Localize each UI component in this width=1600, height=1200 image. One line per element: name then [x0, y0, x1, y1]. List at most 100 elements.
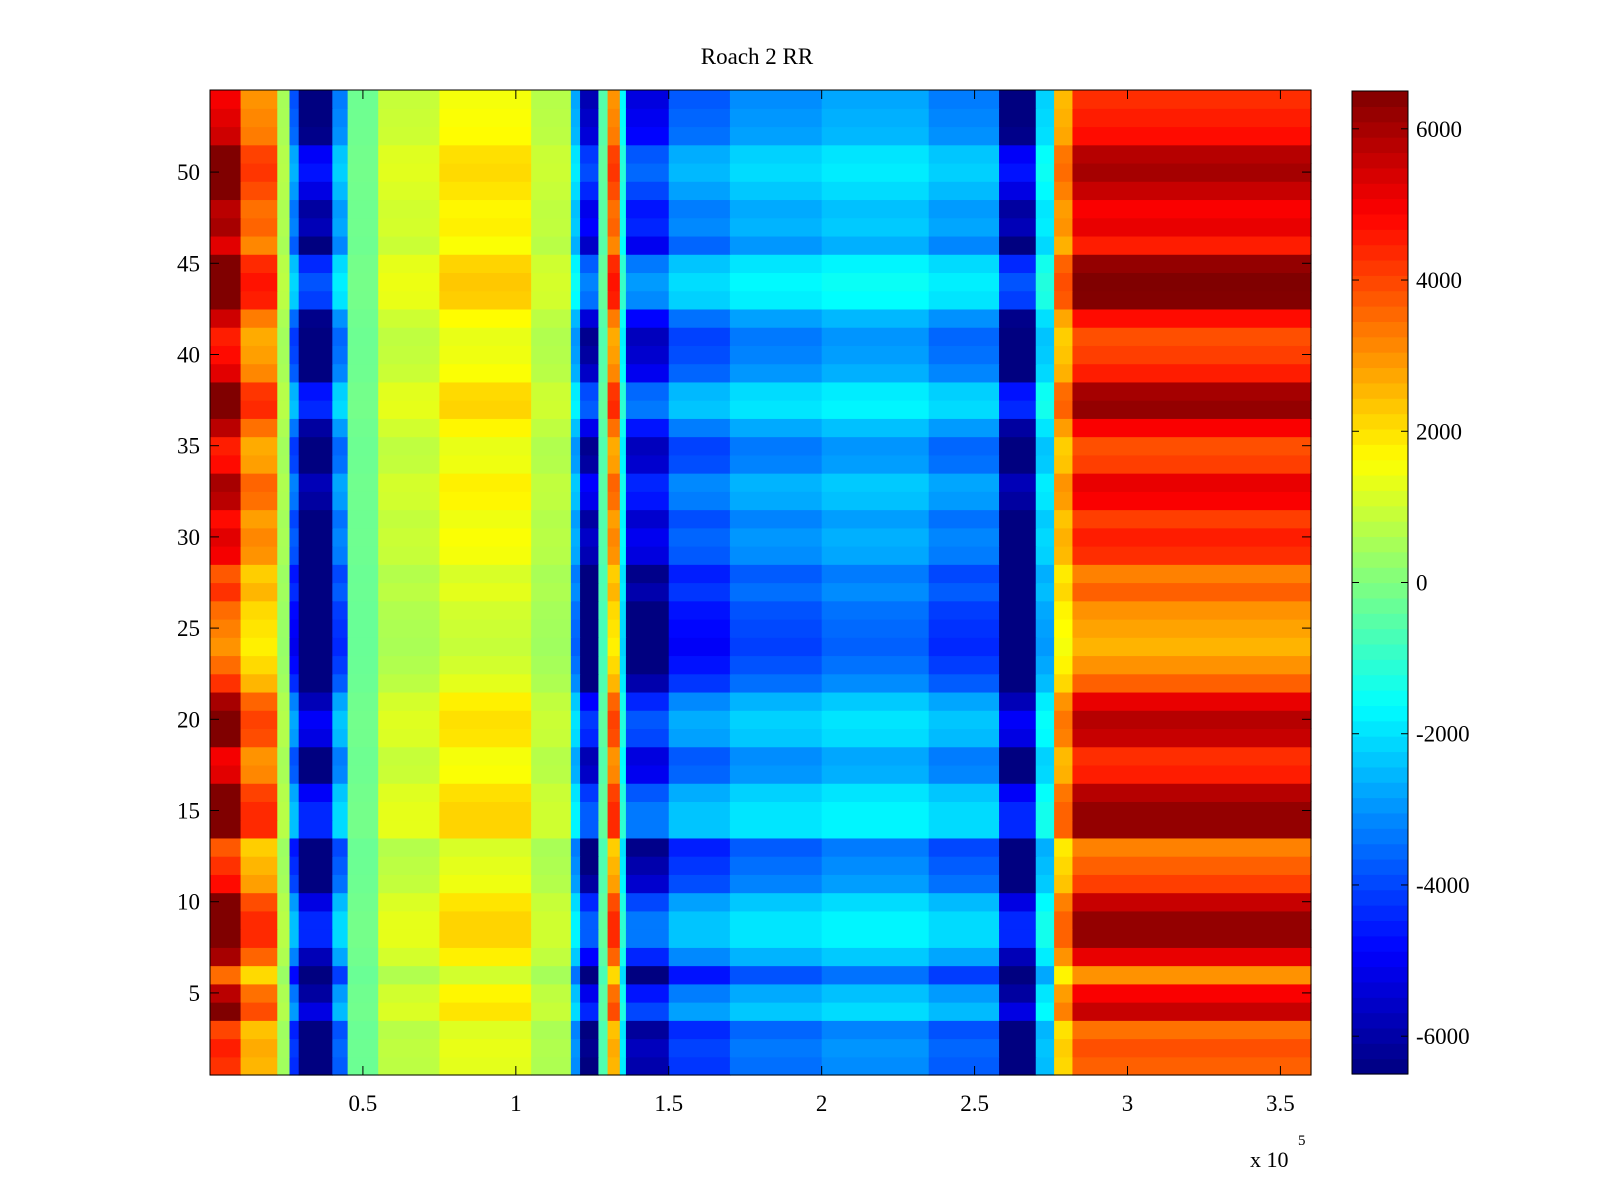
- heatmap-cell: [598, 345, 609, 365]
- heatmap-cell: [347, 546, 379, 565]
- heatmap-cell: [928, 363, 1000, 383]
- heatmap-cell: [580, 746, 600, 766]
- heatmap-cell: [668, 746, 731, 766]
- heatmap-cell: [378, 655, 440, 675]
- heatmap-cell: [999, 418, 1037, 438]
- heatmap-cell: [928, 546, 1000, 565]
- heatmap-cell: [619, 983, 627, 1003]
- heatmap-cell: [625, 1002, 670, 1021]
- heatmap-cell: [277, 728, 291, 748]
- heatmap-cell: [277, 272, 291, 292]
- heatmap-cell: [999, 1038, 1037, 1058]
- heatmap-cell: [570, 436, 581, 456]
- heatmap-cell: [277, 673, 291, 693]
- heatmap-cell: [332, 600, 349, 620]
- heatmap-cell: [289, 436, 300, 456]
- heatmap-cell: [1054, 564, 1074, 584]
- heatmap-cell: [821, 199, 930, 219]
- colorbar-swatch: [1352, 398, 1408, 415]
- heatmap-cell: [598, 381, 609, 401]
- heatmap-cell: [1072, 108, 1312, 128]
- heatmap-cell: [378, 600, 440, 620]
- heatmap-cell: [240, 126, 278, 146]
- heatmap-cell: [619, 564, 627, 584]
- heatmap-cell: [298, 509, 333, 529]
- heatmap-cell: [928, 856, 1000, 875]
- heatmap-cell: [439, 400, 532, 419]
- heatmap-cell: [298, 1020, 333, 1040]
- heatmap-cell: [1054, 181, 1074, 201]
- heatmap-cell: [439, 929, 532, 948]
- heatmap-cell: [999, 637, 1037, 657]
- colorbar-swatch: [1352, 582, 1408, 599]
- heatmap-cell: [928, 327, 1000, 346]
- heatmap-cell: [210, 454, 242, 474]
- heatmap-cell: [821, 363, 930, 383]
- heatmap-cell: [240, 874, 278, 894]
- heatmap-cell: [928, 381, 1000, 401]
- heatmap-cell: [332, 272, 349, 292]
- colorbar-swatch: [1352, 121, 1408, 138]
- heatmap-cell: [1072, 691, 1312, 711]
- heatmap-cell: [619, 491, 627, 511]
- heatmap-cell: [277, 1056, 291, 1076]
- heatmap-cell: [580, 801, 600, 821]
- heatmap-cell: [821, 126, 930, 146]
- heatmap-cell: [289, 363, 300, 383]
- heatmap-cell: [1054, 1056, 1074, 1076]
- heatmap-cell: [580, 1020, 600, 1040]
- heatmap-cell: [1072, 181, 1312, 201]
- heatmap-cell: [999, 691, 1037, 711]
- heatmap-cell: [928, 509, 1000, 529]
- heatmap-cell: [668, 345, 731, 365]
- heatmap-cell: [298, 1002, 333, 1021]
- heatmap-cell: [531, 965, 572, 985]
- heatmap-cell: [531, 290, 572, 310]
- heatmap-cell: [347, 454, 379, 474]
- heatmap-cell: [821, 454, 930, 474]
- heatmap-cell: [729, 199, 823, 219]
- heatmap-cell: [1072, 363, 1312, 383]
- heatmap-cell: [298, 746, 333, 766]
- colorbar-swatch: [1352, 751, 1408, 768]
- heatmap-cell: [289, 254, 300, 274]
- heatmap-cell: [668, 108, 731, 128]
- heatmap-cell: [240, 108, 278, 128]
- heatmap-cell: [580, 856, 600, 875]
- heatmap-cell: [607, 418, 621, 438]
- heatmap-cell: [821, 746, 930, 766]
- heatmap-cell: [928, 473, 1000, 492]
- heatmap-cell: [668, 600, 731, 620]
- heatmap-cell: [378, 254, 440, 274]
- heatmap-cell: [999, 801, 1037, 821]
- heatmap-cell: [1035, 764, 1055, 784]
- heatmap-cell: [999, 764, 1037, 784]
- heatmap-cell: [347, 983, 379, 1003]
- heatmap-cell: [580, 290, 600, 310]
- heatmap-cell: [298, 235, 333, 255]
- heatmap-cell: [821, 418, 930, 438]
- heatmap-cell: [347, 691, 379, 711]
- heatmap-cell: [1035, 691, 1055, 711]
- heatmap-cell: [570, 746, 581, 766]
- heatmap-cell: [821, 473, 930, 492]
- heatmap-cell: [607, 217, 621, 237]
- heatmap-cell: [668, 254, 731, 274]
- heatmap-cell: [619, 473, 627, 492]
- heatmap-cell: [439, 691, 532, 711]
- heatmap-cell: [347, 618, 379, 638]
- heatmap-cell: [277, 1038, 291, 1058]
- heatmap-cell: [619, 126, 627, 146]
- heatmap-cell: [531, 181, 572, 201]
- heatmap-cell: [821, 254, 930, 274]
- x-axis: 0.5 1 1.5 2 2.5 3 3.5: [349, 90, 1295, 1116]
- heatmap-cell: [729, 892, 823, 912]
- heatmap-cell: [240, 473, 278, 492]
- heatmap-cell: [347, 801, 379, 821]
- heatmap-cell: [928, 892, 1000, 912]
- heatmap-cell: [378, 509, 440, 529]
- heatmap-cell: [277, 381, 291, 401]
- heatmap-cell: [821, 600, 930, 620]
- heatmap-cell: [289, 345, 300, 365]
- heatmap-cell: [570, 199, 581, 219]
